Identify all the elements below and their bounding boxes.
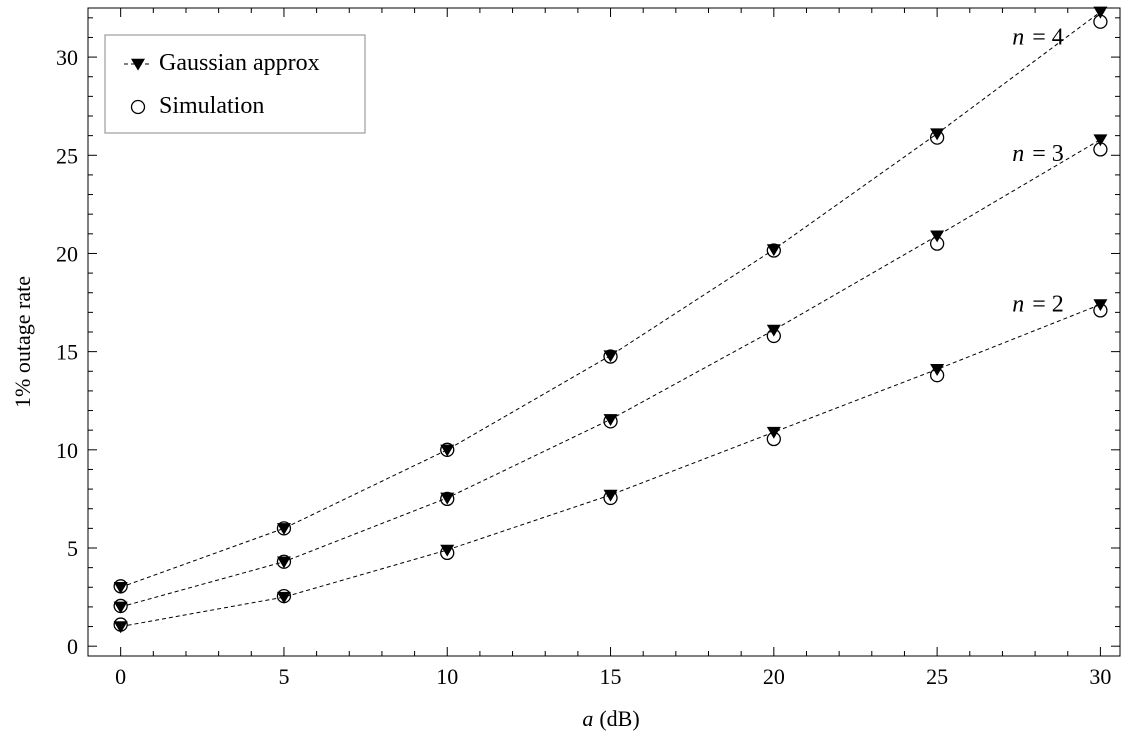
x-tick-label: 20 bbox=[763, 664, 785, 689]
gaussian-point bbox=[930, 230, 945, 243]
simulation-point bbox=[440, 491, 455, 507]
gaussian-point bbox=[1093, 134, 1108, 147]
gaussian-point bbox=[1093, 299, 1108, 312]
gaussian-point bbox=[276, 523, 291, 536]
x-tick-label: 25 bbox=[926, 664, 948, 689]
legend-box bbox=[104, 34, 366, 134]
gaussian-point bbox=[930, 364, 945, 376]
simulation-point bbox=[766, 243, 781, 258]
gaussian-point bbox=[276, 591, 291, 604]
series-label-value: = 3 bbox=[1032, 141, 1064, 167]
gaussian-point bbox=[113, 621, 128, 634]
tick-labels: 0 5 10 15 20 25 30 0 5 10 15 20 25 30 bbox=[56, 45, 1111, 689]
series-label-value: = 4 bbox=[1032, 25, 1064, 51]
y-tick-label: 5 bbox=[67, 536, 78, 561]
series-label: n = 2 bbox=[1012, 292, 1064, 318]
gaussian-point bbox=[440, 492, 455, 505]
gaussian-point bbox=[766, 426, 781, 439]
gaussian-point bbox=[766, 244, 781, 257]
series-label-var: n bbox=[1012, 292, 1024, 318]
legend-gaussian-marker bbox=[131, 58, 145, 71]
gaussian-point bbox=[440, 544, 455, 557]
gaussian-point bbox=[603, 414, 618, 427]
x-tick-label: 30 bbox=[1089, 664, 1111, 689]
y-tick-label: 15 bbox=[56, 340, 78, 365]
gaussian-point bbox=[113, 582, 128, 594]
series-label-value: = 2 bbox=[1032, 292, 1064, 318]
y-axis-title: 1% outage rate bbox=[10, 276, 35, 408]
series-markers bbox=[113, 6, 1108, 634]
gaussian-point bbox=[276, 556, 291, 569]
legend-simulation-marker bbox=[130, 99, 146, 115]
simulation-point bbox=[603, 349, 618, 364]
gaussian-point bbox=[603, 350, 618, 363]
gaussian-point bbox=[440, 444, 455, 457]
x-tick-label: 5 bbox=[278, 664, 289, 689]
series-labels: n = 2 n = 3 n = 4 bbox=[1012, 25, 1064, 318]
x-tick-label: 10 bbox=[436, 664, 458, 689]
x-tick-label: 15 bbox=[600, 664, 622, 689]
x-axis-title: a (dB) bbox=[582, 706, 639, 731]
x-axis-unit: (dB) bbox=[599, 706, 639, 731]
legend-label-gaussian: Gaussian approx bbox=[159, 50, 320, 76]
series-label: n = 4 bbox=[1012, 25, 1064, 51]
gaussian-point bbox=[603, 489, 618, 502]
gaussian-point bbox=[1093, 6, 1108, 19]
legend-marks bbox=[124, 58, 152, 115]
gaussian-line-n3 bbox=[120, 139, 1101, 608]
axis-ticks bbox=[88, 8, 1120, 656]
y-tick-label: 25 bbox=[56, 143, 78, 168]
legend: Gaussian approx Simulation bbox=[104, 34, 366, 134]
x-tick-label: 0 bbox=[115, 664, 126, 689]
series-label-var: n bbox=[1012, 25, 1024, 51]
series-label: n = 3 bbox=[1012, 141, 1064, 167]
series-label-var: n bbox=[1012, 141, 1024, 167]
y-tick-label: 20 bbox=[56, 241, 78, 266]
gaussian-point bbox=[766, 324, 781, 337]
y-tick-label: 30 bbox=[56, 45, 78, 70]
y-tick-label: 10 bbox=[56, 438, 78, 463]
y-tick-label: 0 bbox=[67, 634, 78, 659]
gaussian-point bbox=[113, 601, 128, 614]
x-axis-var: a bbox=[582, 706, 593, 731]
legend-label-simulation: Simulation bbox=[159, 93, 264, 119]
gaussian-point bbox=[930, 128, 945, 141]
